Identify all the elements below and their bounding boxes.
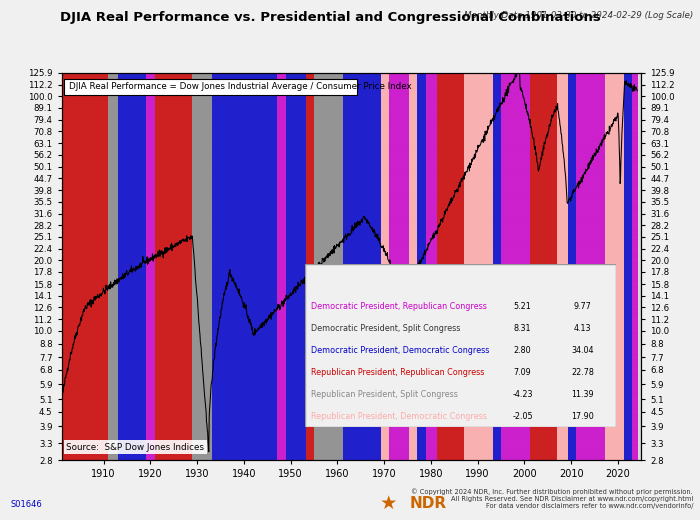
Bar	[389, 73, 409, 460]
FancyBboxPatch shape	[304, 383, 616, 406]
FancyBboxPatch shape	[304, 361, 616, 383]
Bar	[426, 73, 437, 460]
Text: ★: ★	[380, 493, 398, 513]
Text: 9.77: 9.77	[574, 302, 592, 311]
FancyBboxPatch shape	[304, 318, 616, 340]
Text: S01646: S01646	[10, 500, 42, 509]
Text: Democratic President, Split Congress: Democratic President, Split Congress	[311, 324, 460, 333]
Bar	[343, 73, 381, 460]
Text: -2.05: -2.05	[512, 412, 533, 421]
Text: -4.23: -4.23	[512, 390, 533, 399]
Text: Republican President, Democratic Congress: Republican President, Democratic Congres…	[311, 412, 486, 421]
Bar	[306, 73, 314, 460]
Bar	[276, 73, 286, 460]
FancyBboxPatch shape	[304, 340, 616, 361]
Text: 22.78: 22.78	[571, 368, 594, 377]
FancyBboxPatch shape	[304, 264, 616, 427]
Bar	[568, 73, 576, 460]
Text: © Copyright 2024 NDR, Inc. Further distribution prohibited without prior permiss: © Copyright 2024 NDR, Inc. Further distr…	[412, 488, 693, 509]
Bar	[381, 73, 388, 460]
Bar	[155, 73, 193, 460]
Text: 11.39: 11.39	[571, 390, 594, 399]
Text: Republican President, Split Congress: Republican President, Split Congress	[311, 390, 458, 399]
Bar	[108, 73, 118, 460]
Text: Source:  S&P Dow Jones Indices: Source: S&P Dow Jones Indices	[66, 443, 204, 452]
Text: Democratic President, Republican Congress: Democratic President, Republican Congres…	[311, 302, 486, 311]
Text: 5.21: 5.21	[514, 302, 531, 311]
Bar	[193, 73, 212, 460]
Text: 2.80: 2.80	[514, 346, 531, 355]
Bar	[286, 73, 306, 460]
Bar	[493, 73, 501, 460]
Bar	[632, 73, 638, 460]
Text: 4.13: 4.13	[574, 324, 592, 333]
Text: 7.09: 7.09	[514, 368, 531, 377]
Bar	[314, 73, 343, 460]
Bar	[557, 73, 568, 460]
Text: 17.90: 17.90	[571, 412, 594, 421]
Bar	[576, 73, 605, 460]
Bar	[63, 73, 108, 460]
Bar	[118, 73, 146, 460]
Bar	[212, 73, 276, 460]
Bar	[409, 73, 416, 460]
Text: Republican President, Republican Congress: Republican President, Republican Congres…	[311, 368, 484, 377]
Text: % Gain/
Annum: % Gain/ Annum	[506, 279, 542, 299]
Text: 8.31: 8.31	[514, 324, 531, 333]
Bar	[437, 73, 463, 460]
Text: NDR: NDR	[410, 496, 447, 511]
Text: 34.04: 34.04	[571, 346, 594, 355]
Text: DJIA Real Performance = Dow Jones Industrial Average / Consumer Price Index: DJIA Real Performance = Dow Jones Indust…	[69, 82, 411, 92]
Text: When U.S. Government Has A:: When U.S. Government Has A:	[313, 284, 461, 293]
Bar	[605, 73, 624, 460]
FancyBboxPatch shape	[304, 406, 616, 427]
Text: Monthly Data 1901-03-30 to 2024-02-29 (Log Scale): Monthly Data 1901-03-30 to 2024-02-29 (L…	[463, 11, 693, 20]
Bar	[624, 73, 632, 460]
Bar	[530, 73, 557, 460]
Bar	[501, 73, 530, 460]
Bar	[416, 73, 426, 460]
Bar	[146, 73, 155, 460]
Text: DJIA Performance: DJIA Performance	[408, 268, 512, 278]
Text: % of
Time: % of Time	[571, 279, 595, 299]
Text: DJIA Real Performance vs. Presidential and Congressional Combinations: DJIA Real Performance vs. Presidential a…	[60, 11, 601, 24]
Bar	[463, 73, 493, 460]
FancyBboxPatch shape	[304, 295, 616, 318]
Text: Democratic President, Democratic Congress: Democratic President, Democratic Congres…	[311, 346, 489, 355]
